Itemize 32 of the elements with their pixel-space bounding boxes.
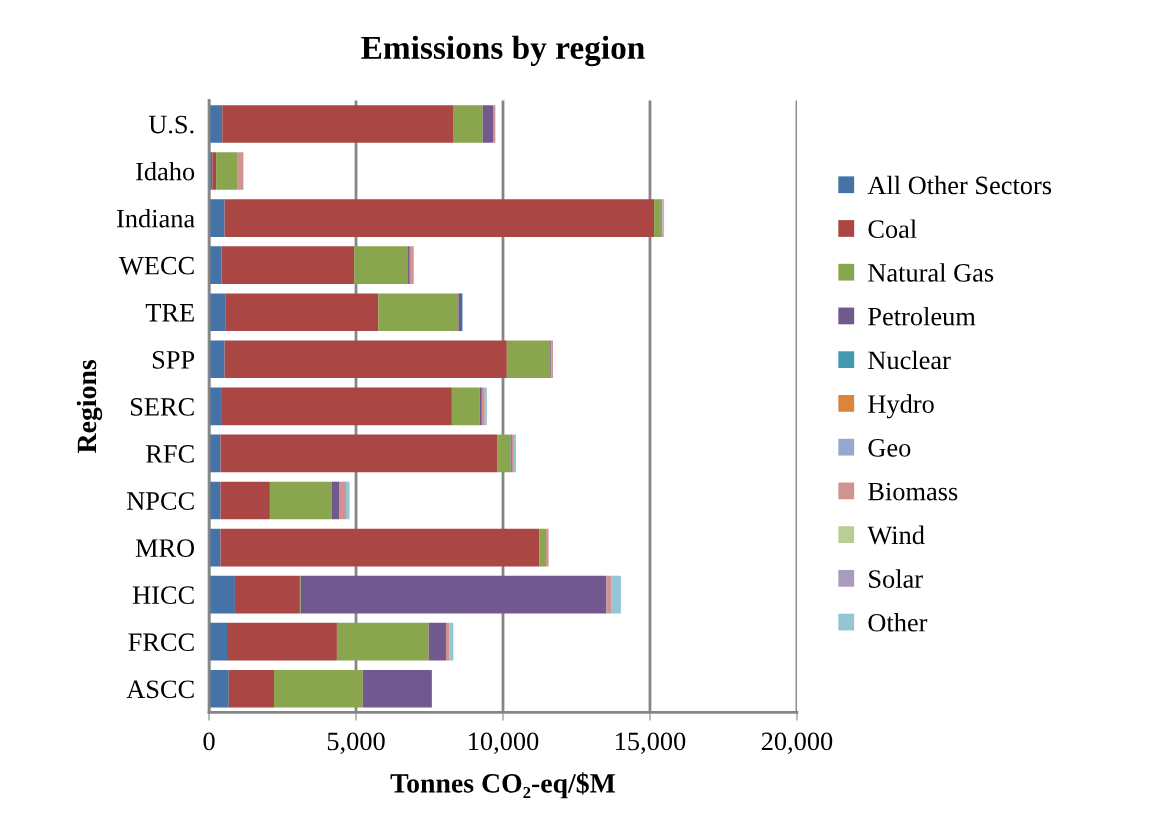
- legend-label: Nuclear: [868, 350, 951, 370]
- y-tick-label: U.S.: [148, 115, 194, 134]
- y-tick-label: RFC: [146, 445, 194, 463]
- legend-label: Petroleum: [868, 306, 976, 326]
- legend-label: Wind: [867, 525, 925, 545]
- x-tick-label: 10,000: [469, 732, 539, 755]
- y-tick-label: ASCC: [126, 680, 194, 699]
- x-tick-label: 20,000: [761, 732, 833, 755]
- y-tick-label: FRCC: [128, 633, 194, 652]
- y-tick-label: NPCC: [126, 492, 194, 510]
- legend-label: All Other Sectors: [867, 175, 1052, 195]
- y-tick-label: WECC: [118, 256, 194, 275]
- legend-label: Hydro: [868, 394, 934, 419]
- y-tick-label: HICC: [132, 586, 194, 605]
- x-tick-label: 15,000: [616, 732, 686, 755]
- y-tick-label: SPP: [152, 350, 195, 369]
- y-tick-label: Indiana: [116, 208, 195, 228]
- x-tick-label: 5,000: [327, 732, 385, 755]
- legend-label: Biomass: [868, 482, 958, 501]
- chart-title: Emissions by region: [361, 35, 645, 67]
- legend-label: Coal: [868, 219, 917, 239]
- legend-label: Natural Gas: [868, 263, 994, 282]
- legend-label: Other: [868, 613, 928, 632]
- y-tick-label: Idaho: [136, 161, 195, 181]
- y-axis-title: Regions: [76, 359, 103, 453]
- legend-label: Geo: [868, 438, 911, 457]
- y-tick-label: TRE: [145, 304, 194, 322]
- legend-label: Solar: [869, 569, 923, 588]
- y-tick-label: MRO: [135, 539, 195, 557]
- y-tick-label: SERC: [130, 398, 194, 416]
- x-axis-title: Tonnes CO₂-eq/$M: [390, 772, 616, 799]
- x-tick-label: 0: [203, 732, 215, 751]
